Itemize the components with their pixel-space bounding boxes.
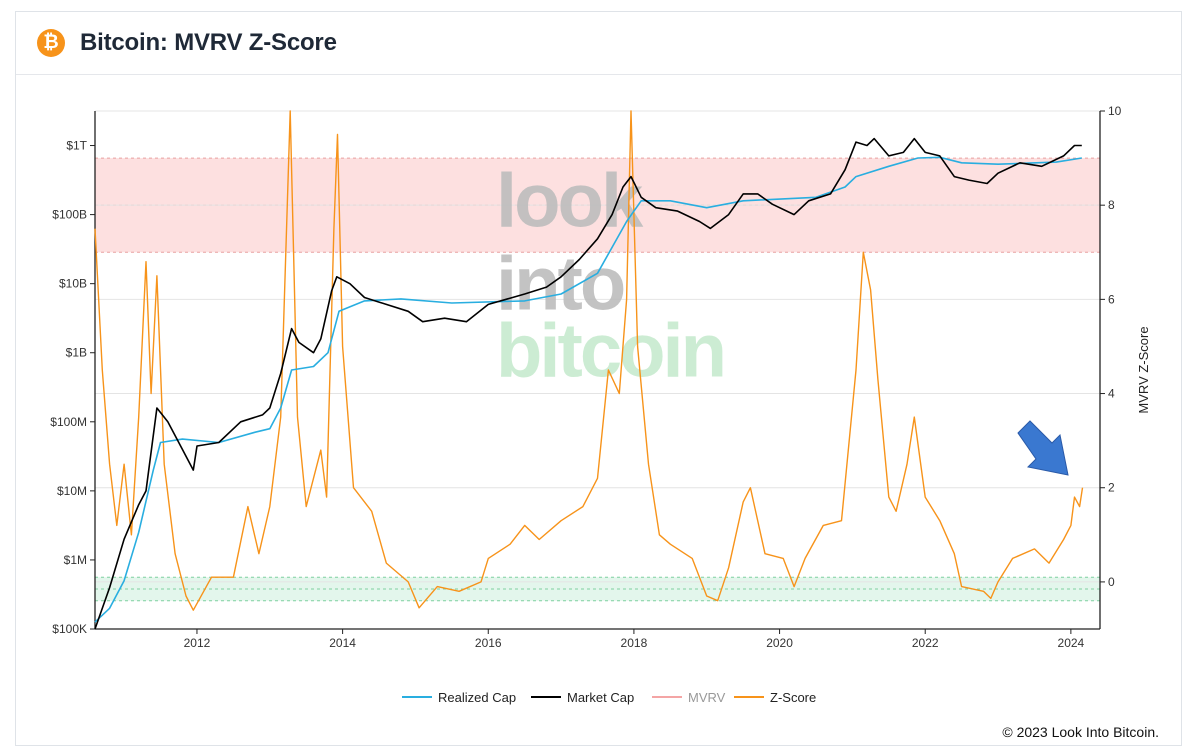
x-tick-label: 2024 [1058, 636, 1085, 650]
left-tick-label: $1M [64, 553, 87, 567]
x-tick-label: 2018 [621, 636, 648, 650]
left-tick-label: $1T [66, 139, 87, 153]
chart-card: ₿ Bitcoin: MVRV Z-Score © 2023 Look Into… [15, 11, 1182, 746]
right-tick-label: 10 [1108, 104, 1122, 118]
left-tick-label: $10B [59, 277, 87, 291]
x-tick-label: 2022 [912, 636, 939, 650]
page-title: Bitcoin: MVRV Z-Score [80, 29, 337, 56]
chart-header: ₿ Bitcoin: MVRV Z-Score [16, 12, 1181, 75]
x-tick-label: 2016 [475, 636, 502, 650]
right-tick-label: 8 [1108, 198, 1115, 212]
watermark-text: into [496, 242, 624, 327]
x-tick-label: 2012 [184, 636, 211, 650]
left-tick-label: $100K [52, 622, 87, 636]
x-tick-label: 2020 [766, 636, 793, 650]
bitcoin-logo-icon: ₿ [37, 29, 65, 57]
series-line-z-score [94, 110, 1084, 611]
series-line-realized-cap [94, 156, 1082, 623]
legend-label: Z-Score [770, 690, 816, 705]
annotation-arrow-icon [1017, 420, 1069, 476]
x-tick-label: 2014 [329, 636, 356, 650]
right-tick-label: 2 [1108, 481, 1115, 495]
copyright-footer: © 2023 Look Into Bitcoin. [1002, 724, 1159, 740]
right-axis-label: MVRV Z-Score [1136, 326, 1151, 413]
legend-label: MVRV [688, 690, 726, 705]
right-tick-label: 6 [1108, 292, 1115, 306]
right-tick-label: 4 [1108, 387, 1115, 401]
left-tick-label: $1B [66, 346, 87, 360]
legend-label: Market Cap [567, 690, 634, 705]
left-tick-label: $100B [52, 208, 87, 222]
left-tick-label: $10M [57, 484, 87, 498]
left-tick-label: $100M [50, 415, 87, 429]
green-zone [95, 577, 1100, 601]
right-tick-label: 0 [1108, 575, 1115, 589]
watermark-text: bitcoin [496, 309, 724, 394]
legend-label: Realized Cap [438, 690, 516, 705]
series-line-market-cap [94, 137, 1082, 630]
